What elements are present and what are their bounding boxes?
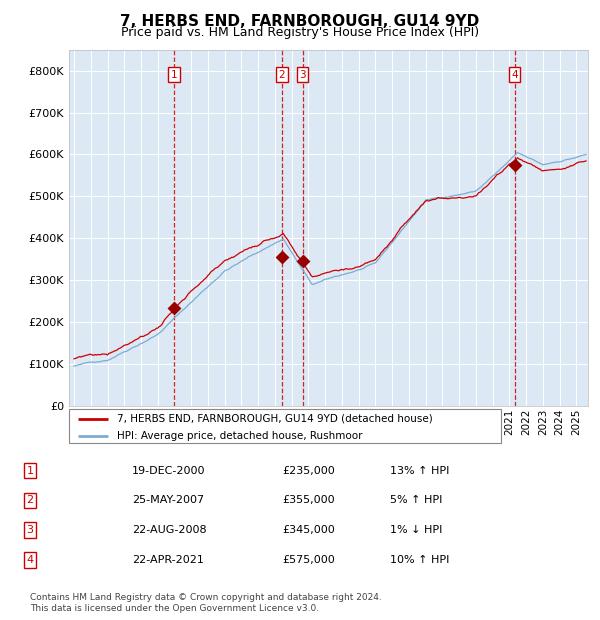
Text: 7, HERBS END, FARNBOROUGH, GU14 9YD: 7, HERBS END, FARNBOROUGH, GU14 9YD xyxy=(121,14,479,29)
Text: 22-APR-2021: 22-APR-2021 xyxy=(132,555,204,565)
Text: 1: 1 xyxy=(26,466,34,476)
Text: 5% ↑ HPI: 5% ↑ HPI xyxy=(390,495,442,505)
Text: 10% ↑ HPI: 10% ↑ HPI xyxy=(390,555,449,565)
Text: Price paid vs. HM Land Registry's House Price Index (HPI): Price paid vs. HM Land Registry's House … xyxy=(121,26,479,39)
Point xyxy=(298,257,307,267)
Text: 2: 2 xyxy=(26,495,34,505)
Text: 3: 3 xyxy=(26,525,34,535)
Text: £355,000: £355,000 xyxy=(282,495,335,505)
Text: £345,000: £345,000 xyxy=(282,525,335,535)
Text: 25-MAY-2007: 25-MAY-2007 xyxy=(132,495,204,505)
Text: £235,000: £235,000 xyxy=(282,466,335,476)
Text: 4: 4 xyxy=(26,555,34,565)
Text: 2: 2 xyxy=(278,70,285,80)
Text: £575,000: £575,000 xyxy=(282,555,335,565)
Text: 19-DEC-2000: 19-DEC-2000 xyxy=(132,466,205,476)
Point xyxy=(510,160,520,170)
Text: 22-AUG-2008: 22-AUG-2008 xyxy=(132,525,206,535)
Text: 13% ↑ HPI: 13% ↑ HPI xyxy=(390,466,449,476)
Text: 4: 4 xyxy=(511,70,518,80)
Text: HPI: Average price, detached house, Rushmoor: HPI: Average price, detached house, Rush… xyxy=(116,431,362,441)
Text: 7, HERBS END, FARNBOROUGH, GU14 9YD (detached house): 7, HERBS END, FARNBOROUGH, GU14 9YD (det… xyxy=(116,414,432,423)
Text: 1: 1 xyxy=(170,70,177,80)
Text: 3: 3 xyxy=(299,70,306,80)
Text: 1% ↓ HPI: 1% ↓ HPI xyxy=(390,525,442,535)
Point xyxy=(277,252,286,262)
Text: Contains HM Land Registry data © Crown copyright and database right 2024.
This d: Contains HM Land Registry data © Crown c… xyxy=(30,593,382,613)
Point xyxy=(169,303,179,312)
